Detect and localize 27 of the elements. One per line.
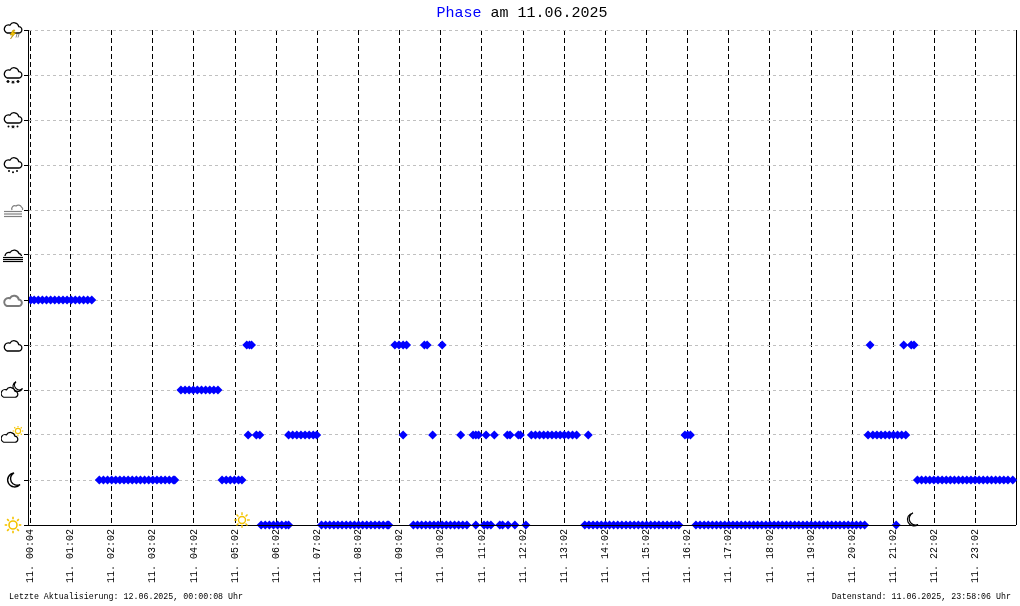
x-tick-label: 11. 03:02 [147, 529, 159, 584]
x-tick-label: 11. 20:02 [846, 529, 858, 584]
chart-title: Phase am 11.06.2025 [435, 5, 609, 22]
x-tick-label: 11. 18:02 [764, 529, 776, 584]
x-tick-label: 11. 19:02 [805, 529, 817, 584]
x-tick-label: 11. 16:02 [682, 529, 694, 584]
x-tick-label: 11. 08:02 [353, 529, 365, 584]
x-tick-label: 11. 10:02 [435, 529, 447, 584]
x-tick-label: 11. 17:02 [723, 529, 735, 584]
text: Datenstand: 11.06.2025, 23:58:06 Uhr [831, 592, 1011, 601]
x-tick-label: 11. 21:02 [888, 529, 900, 584]
text: Letzte Aktualisierung: 12.06.2025, 00:00:08 Uhr [9, 592, 244, 601]
x-tick-label: 11. 09:02 [394, 529, 406, 584]
x-tick-label: 11. 13:02 [558, 529, 570, 584]
x-tick-label: 11. 23:02 [970, 529, 982, 584]
x-tick-label: 11. 11:02 [476, 529, 488, 584]
x-tick-label: 11. 06:02 [270, 529, 282, 584]
x-tick-label: 11. 07:02 [312, 529, 324, 584]
x-tick-label: 11. 02:02 [106, 529, 118, 584]
x-tick-label: 11. 12:02 [517, 529, 529, 584]
x-tick-label: 11. 15:02 [641, 529, 653, 584]
x-tick-label: 11. 01:02 [65, 529, 77, 584]
x-tick-label: 11. 04:02 [188, 529, 200, 584]
x-tick-label: 11. 22:02 [929, 529, 941, 584]
x-tick-label: 11. 14:02 [600, 529, 612, 584]
x-tick-label: 11. 05:02 [229, 529, 241, 584]
x-tick-label: 11. 00:04 [25, 529, 37, 584]
